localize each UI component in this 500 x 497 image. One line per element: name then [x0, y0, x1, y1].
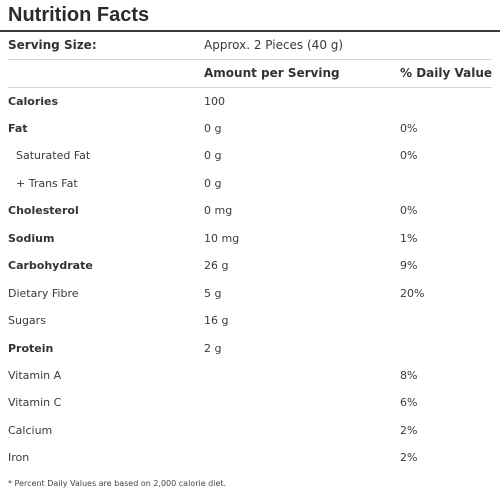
- nutrient-amount: 5 g: [204, 287, 222, 300]
- nutrient-name: Vitamin A: [8, 369, 62, 382]
- nutrient-daily-value: 8%: [400, 369, 418, 382]
- nutrient-row-trans-fat: + Trans Fat 0 g: [0, 170, 500, 197]
- nutrient-daily-value: 2%: [400, 424, 418, 437]
- nutrient-name: Iron: [8, 451, 30, 464]
- serving-divider: [8, 59, 492, 60]
- nutrient-name: Saturated Fat: [16, 149, 91, 162]
- nutrient-daily-value: 0%: [400, 204, 418, 217]
- nutrient-name: Cholesterol: [8, 204, 79, 217]
- nutrient-name: Protein: [8, 342, 54, 355]
- nutrient-row-cholesterol: Cholesterol 0 mg 0%: [0, 197, 500, 224]
- nutrient-daily-value: 2%: [400, 451, 418, 464]
- nutrient-row-vitamin-c: Vitamin C 6%: [0, 389, 500, 416]
- nutrient-amount: 16 g: [204, 314, 229, 327]
- nutrient-amount: 0 mg: [204, 204, 233, 217]
- nutrient-amount: 26 g: [204, 259, 229, 272]
- nutrient-name: Carbohydrate: [8, 259, 93, 272]
- nutrient-amount: 100: [204, 95, 225, 108]
- daily-value-footnote: * Percent Daily Values are based on 2,00…: [8, 479, 227, 488]
- nutrient-row-vitamin-a: Vitamin A 8%: [0, 362, 500, 389]
- nutrient-name: Vitamin C: [8, 396, 62, 409]
- nutrient-name: Sugars: [8, 314, 46, 327]
- nutrient-row-calcium: Calcium 2%: [0, 417, 500, 444]
- nutrient-name: Dietary Fibre: [8, 287, 79, 300]
- nutrient-row-iron: Iron 2%: [0, 444, 500, 471]
- header-divider: [8, 87, 492, 88]
- nutrient-daily-value: 1%: [400, 232, 418, 245]
- nutrient-row-carbohydrate: Carbohydrate 26 g 9%: [0, 252, 500, 279]
- serving-size-row: Serving Size: Approx. 2 Pieces (40 g): [0, 32, 500, 59]
- serving-size-value: Approx. 2 Pieces (40 g): [204, 38, 344, 52]
- nutrient-amount: 10 mg: [204, 232, 240, 245]
- nutrient-name: Sodium: [8, 232, 55, 245]
- serving-size-label: Serving Size:: [8, 38, 97, 52]
- nutrient-daily-value: 0%: [400, 149, 418, 162]
- title-divider: [0, 30, 500, 32]
- nutrient-amount: 0 g: [204, 149, 222, 162]
- nutrient-amount: 2 g: [204, 342, 222, 355]
- nutrient-amount: 0 g: [204, 177, 222, 190]
- nutrient-name: Calories: [8, 95, 59, 108]
- nutrient-daily-value: 0%: [400, 122, 418, 135]
- nutrient-row-protein: Protein 2 g: [0, 335, 500, 362]
- nutrient-amount: 0 g: [204, 122, 222, 135]
- nutrient-name: + Trans Fat: [16, 177, 78, 190]
- nutrient-name: Calcium: [8, 424, 53, 437]
- nutrient-row-saturated-fat: Saturated Fat 0 g 0%: [0, 142, 500, 169]
- nutrient-daily-value: 20%: [400, 287, 425, 300]
- nutrient-name: Fat: [8, 122, 28, 135]
- nutrient-row-dietary-fibre: Dietary Fibre 5 g 20%: [0, 280, 500, 307]
- nutrient-row-calories: Calories 100: [0, 88, 500, 115]
- column-header-row: Amount per Serving % Daily Value: [0, 60, 500, 87]
- daily-value-header: % Daily Value: [400, 66, 493, 80]
- nutrient-daily-value: 6%: [400, 396, 418, 409]
- nutrient-daily-value: 9%: [400, 259, 418, 272]
- nutrient-row-sugars: Sugars 16 g: [0, 307, 500, 334]
- nutrition-facts-title: Nutrition Facts: [8, 4, 150, 26]
- nutrient-row-sodium: Sodium 10 mg 1%: [0, 225, 500, 252]
- nutrient-row-fat: Fat 0 g 0%: [0, 115, 500, 142]
- amount-per-serving-header: Amount per Serving: [204, 66, 340, 80]
